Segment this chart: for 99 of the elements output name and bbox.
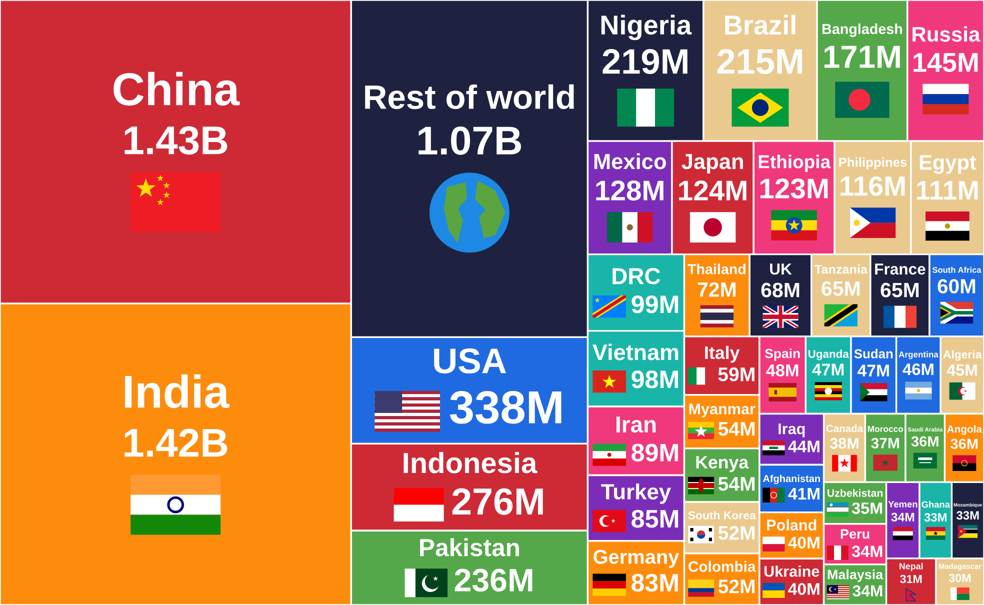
data-label: 338M xyxy=(450,391,562,424)
category-label: Poland xyxy=(767,519,816,530)
data-label: 47M xyxy=(858,364,889,376)
data-label: 38M xyxy=(830,438,858,449)
data-label: 123M xyxy=(760,178,828,199)
category-label: Iraq xyxy=(778,424,805,438)
category-label: Malaysia xyxy=(828,569,884,582)
category-label: Brazil xyxy=(725,14,796,35)
data-label: 36M xyxy=(911,436,938,447)
data-label: 98M xyxy=(632,370,678,388)
data-label: 54M xyxy=(718,422,755,436)
category-label: Myanmar xyxy=(689,404,756,418)
category-label: Egypt xyxy=(920,155,976,174)
category-label: Turkey xyxy=(601,483,671,504)
data-label: 83M xyxy=(632,574,678,592)
data-label: 145M xyxy=(914,53,978,72)
data-label: 276M xyxy=(452,488,543,515)
data-label: 47M xyxy=(812,364,844,376)
category-label: USA xyxy=(434,348,506,374)
category-label: Canada xyxy=(826,424,864,432)
category-label: Pakistan xyxy=(420,538,519,556)
category-label: Philippines xyxy=(839,157,907,170)
data-label: 35M xyxy=(852,502,882,514)
category-label: Spain xyxy=(764,348,800,361)
category-label: Mexico xyxy=(594,153,666,170)
category-label: India xyxy=(124,374,230,408)
data-label: 52M xyxy=(718,526,754,540)
data-label: 40M xyxy=(788,536,820,549)
data-label: 40M xyxy=(788,583,820,595)
category-label: Vietnam xyxy=(592,344,678,360)
category-label: Nepal xyxy=(900,562,923,572)
data-label: 171M xyxy=(824,46,900,68)
category-label: Italy xyxy=(705,346,740,363)
data-label: 68M xyxy=(761,282,800,298)
category-label: Angola xyxy=(947,425,982,435)
data-label: 34M xyxy=(852,585,882,597)
data-label: 36M xyxy=(950,438,978,450)
data-label: 33M xyxy=(924,513,946,522)
data-label: 124M xyxy=(679,180,746,200)
category-label: Tanzania xyxy=(814,264,868,274)
category-label: Uzbekistan xyxy=(828,489,883,497)
category-label: Kenya xyxy=(696,456,749,472)
category-label: Thailand xyxy=(688,264,746,274)
data-label: 128M xyxy=(596,180,664,201)
data-label: 34M xyxy=(891,512,914,522)
data-label: 54M xyxy=(718,477,755,491)
category-label: DRC xyxy=(612,268,660,284)
data-label: 99M xyxy=(632,295,678,314)
category-label: Bangladesh xyxy=(822,24,902,37)
category-label: Ghana xyxy=(922,500,950,508)
category-label: Nigeria xyxy=(601,14,692,40)
category-label: Iran xyxy=(616,416,656,433)
category-label: South Korea xyxy=(688,510,756,520)
category-label: UK xyxy=(770,264,792,275)
data-label: 89M xyxy=(632,444,678,462)
data-label: 33M xyxy=(956,511,979,520)
data-label: 34M xyxy=(852,546,882,558)
data-label: 116M xyxy=(840,176,905,196)
category-label: Algeria xyxy=(943,350,982,361)
data-label: 30M xyxy=(948,574,971,582)
data-label: 1.07B xyxy=(418,126,522,155)
category-label: Uganda xyxy=(808,350,849,360)
data-label: 44M xyxy=(788,440,820,452)
category-label: Morocco xyxy=(868,426,904,432)
data-label: 41M xyxy=(788,488,820,500)
data-label: 46M xyxy=(902,363,934,376)
category-label: Germany xyxy=(594,550,680,568)
data-label: 1.42B xyxy=(124,428,228,457)
category-label: Rest of world xyxy=(365,84,574,110)
category-label: Indonesia xyxy=(404,452,538,474)
category-label: Afghanistan xyxy=(762,474,820,484)
data-label: 236M xyxy=(454,568,532,592)
category-label: Ukraine xyxy=(764,566,820,577)
category-label: Russia xyxy=(912,26,980,42)
data-label: 65M xyxy=(822,281,860,296)
data-label: 48M xyxy=(766,364,798,376)
category-label: Yemen xyxy=(888,501,918,508)
category-label: Argentina xyxy=(898,351,938,360)
category-label: France xyxy=(875,264,926,275)
data-label: 215M xyxy=(717,49,802,74)
category-label: South Africa xyxy=(932,266,982,273)
data-label: 37M xyxy=(871,438,899,448)
data-label: 219M xyxy=(602,49,688,74)
category-label: Ethiopia xyxy=(758,154,831,172)
data-label: 65M xyxy=(880,282,919,298)
data-label: 85M xyxy=(632,510,678,528)
data-label: 59M xyxy=(718,367,754,382)
data-label: 1.43B xyxy=(124,126,228,155)
category-label: Sudan xyxy=(854,348,893,358)
data-label: 52M xyxy=(718,580,754,594)
data-label: 45M xyxy=(946,364,977,376)
data-label: 72M xyxy=(698,282,736,297)
category-label: Japan xyxy=(682,154,743,174)
category-label: China xyxy=(114,72,240,106)
data-label: 111M xyxy=(917,181,978,200)
data-label: 60M xyxy=(938,279,976,294)
category-label: Colombia xyxy=(688,560,756,572)
category-label: Peru xyxy=(840,529,870,539)
data-label: 31M xyxy=(900,574,922,584)
